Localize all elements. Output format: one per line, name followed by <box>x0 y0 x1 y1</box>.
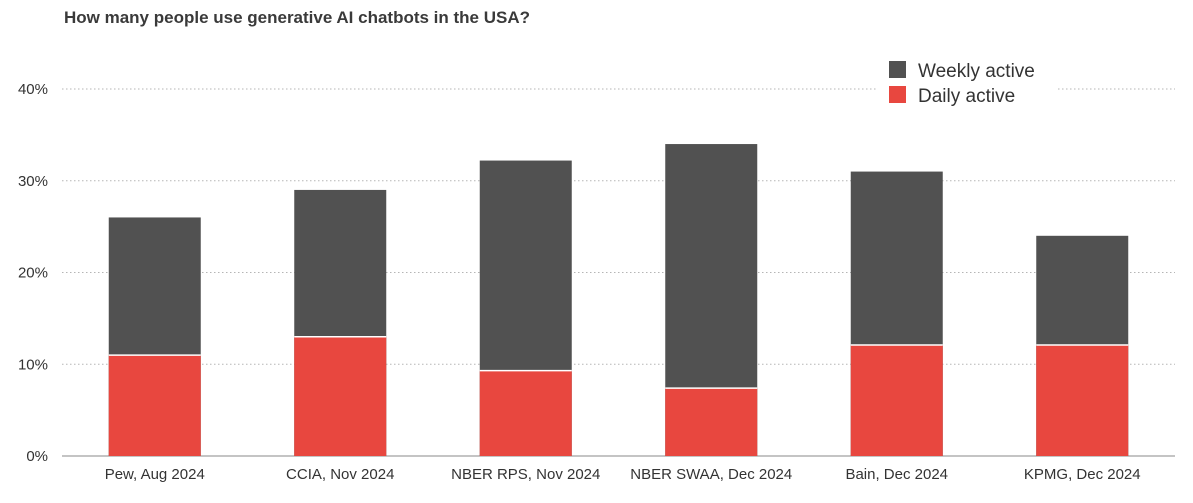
bar-daily-active <box>1036 344 1129 456</box>
bar-daily-active <box>108 355 201 456</box>
legend-background <box>878 56 1058 108</box>
x-category-label: NBER RPS, Nov 2024 <box>451 466 600 483</box>
bar-daily-active <box>479 370 572 456</box>
y-tick-label: 30% <box>18 173 48 190</box>
bar-daily-active <box>850 344 943 456</box>
legend-label: Daily active <box>918 86 1015 107</box>
legend-swatch <box>889 61 906 78</box>
y-tick-label: 40% <box>18 81 48 98</box>
y-tick-label: 10% <box>18 356 48 373</box>
chart-title: How many people use generative AI chatbo… <box>64 8 531 27</box>
y-tick-label: 0% <box>26 448 48 465</box>
bar-daily-active <box>294 336 387 456</box>
y-tick-label: 20% <box>18 265 48 282</box>
x-category-label: Bain, Dec 2024 <box>845 466 948 483</box>
x-category-label: CCIA, Nov 2024 <box>286 466 394 483</box>
x-category-label: NBER SWAA, Dec 2024 <box>630 466 792 483</box>
x-category-label: Pew, Aug 2024 <box>105 466 205 483</box>
legend-label: Weekly active <box>918 61 1035 82</box>
x-category-label: KPMG, Dec 2024 <box>1024 466 1141 483</box>
legend-swatch <box>889 86 906 103</box>
bar-daily-active <box>665 388 758 456</box>
